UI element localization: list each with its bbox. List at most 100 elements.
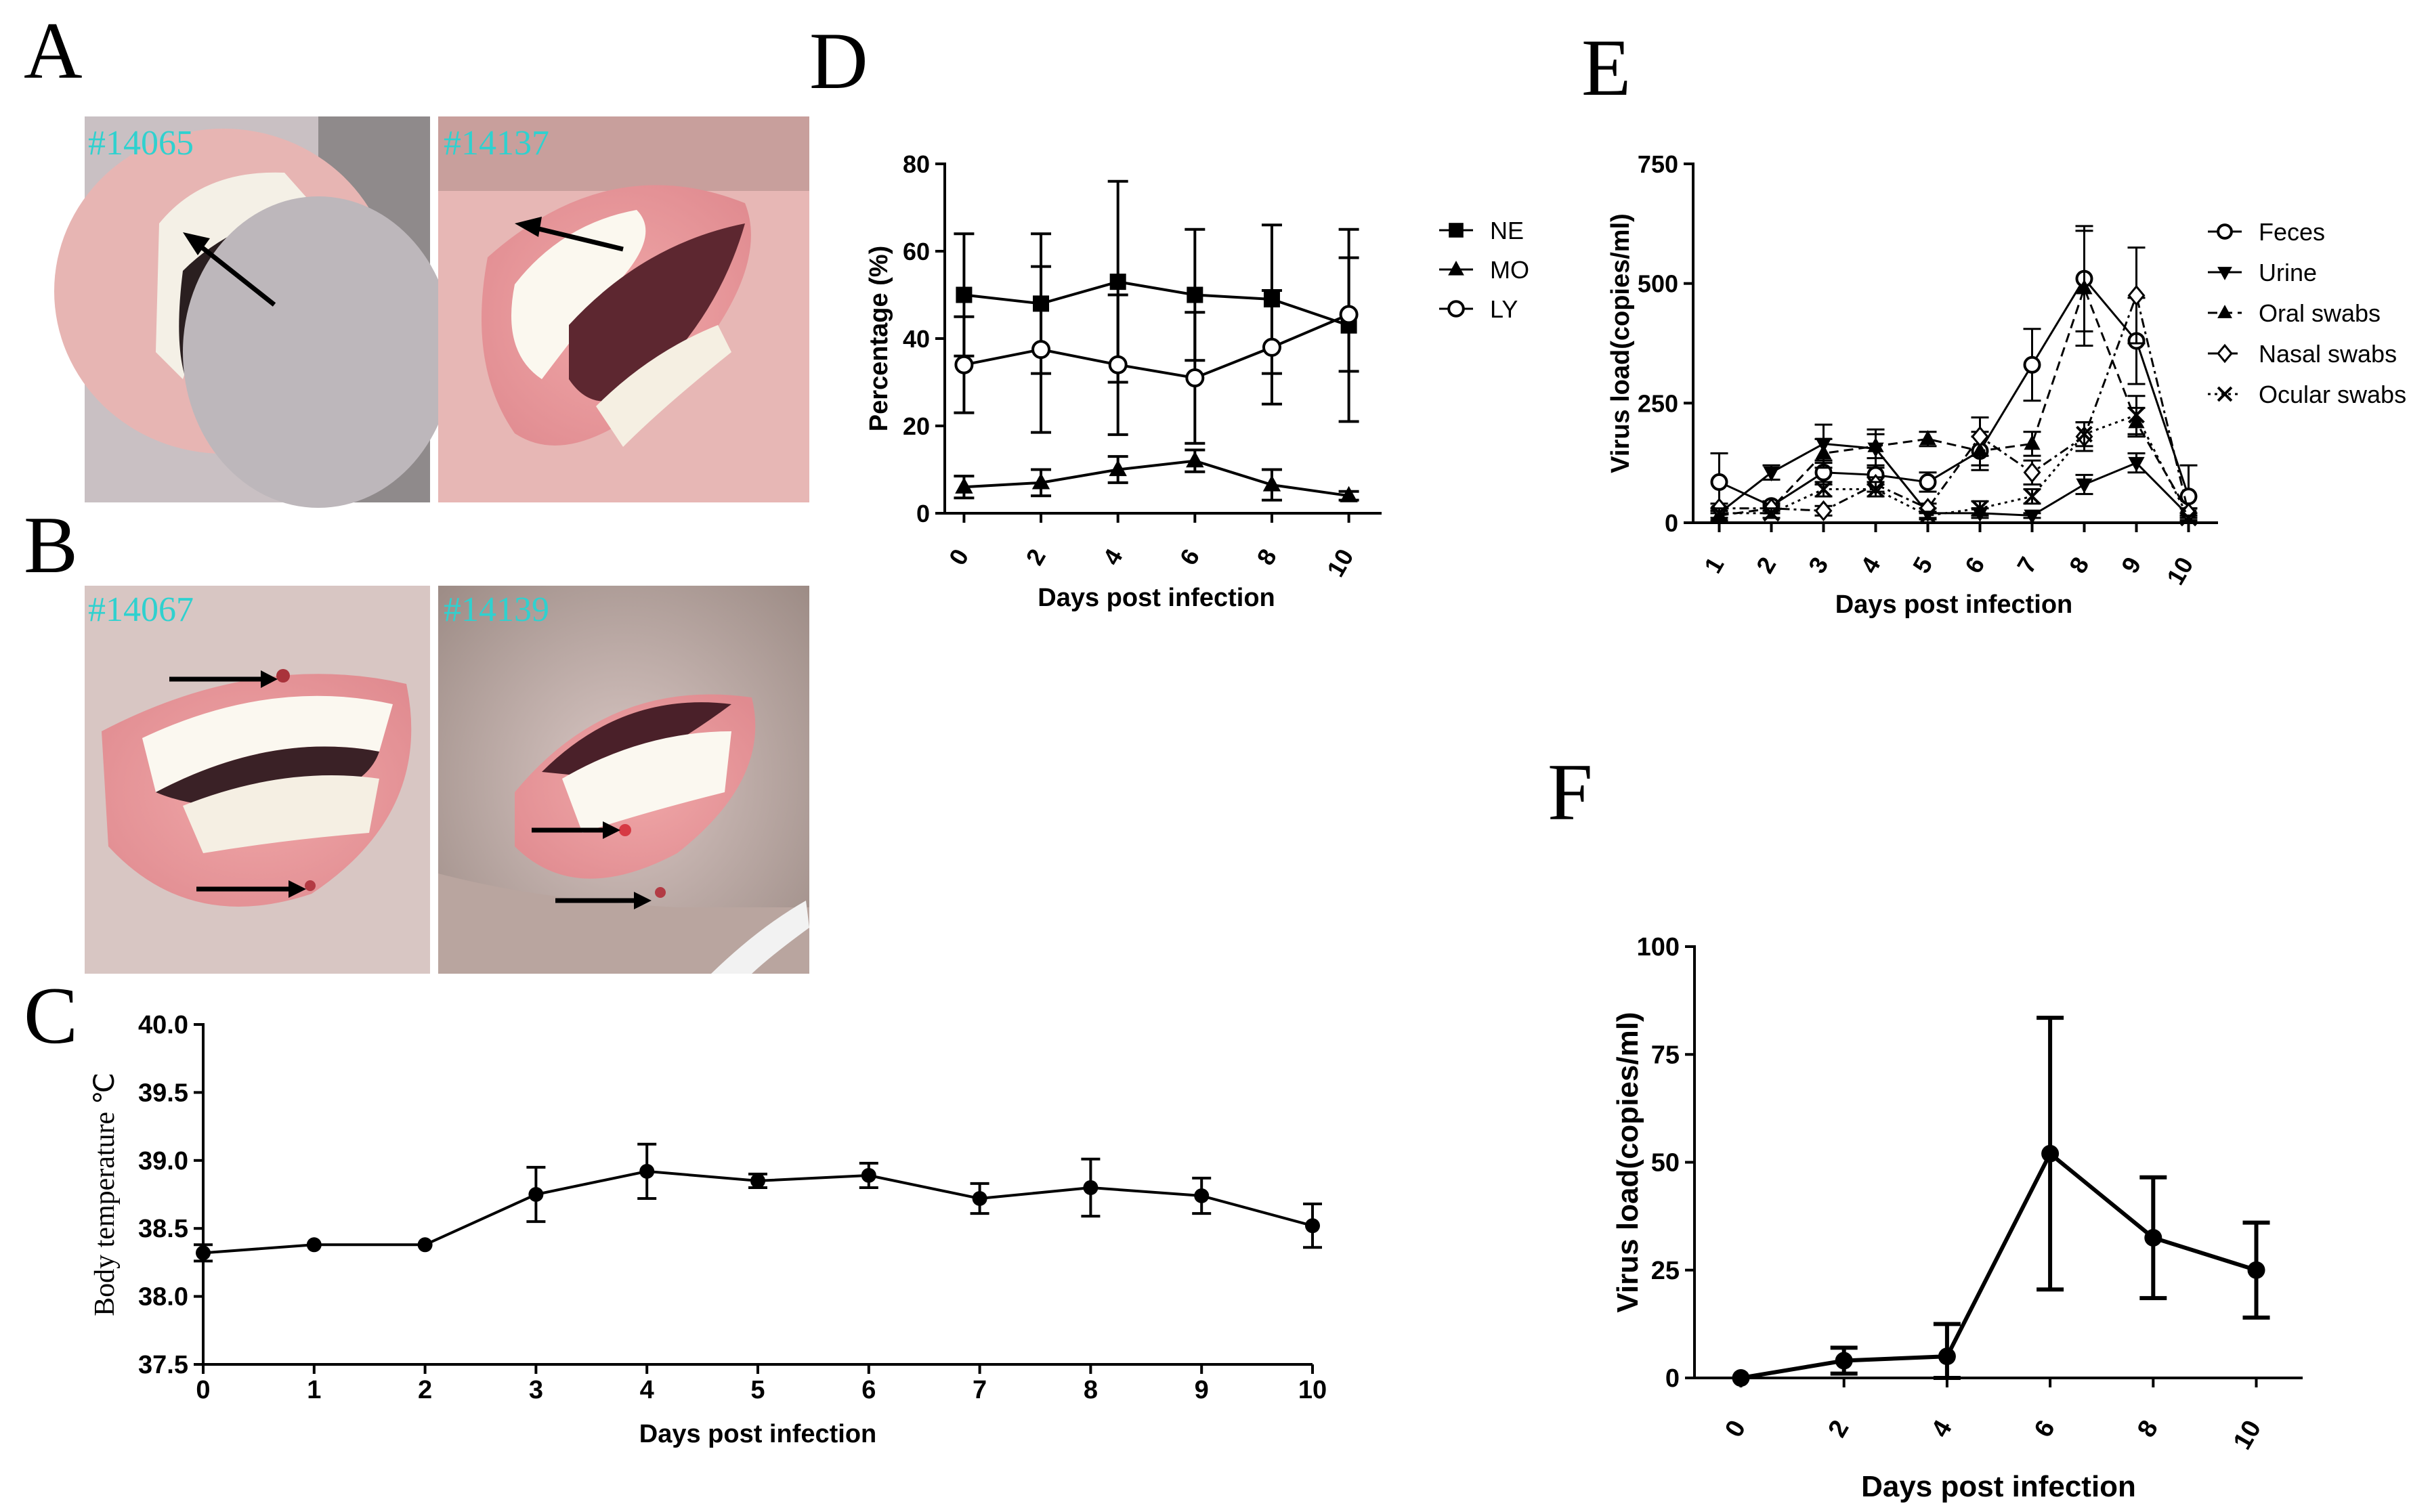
x-tick-label: 9 [2116, 553, 2147, 578]
data-point [1814, 500, 1833, 521]
series-ocular-swabs [1710, 395, 2198, 527]
series-line [1719, 292, 2190, 514]
data-point [1031, 340, 1051, 360]
data-point [1867, 437, 1884, 452]
data-point [2076, 478, 2093, 494]
y-axis-label: Body temperature ℃ [89, 1073, 121, 1316]
data-point [1919, 506, 1936, 524]
y-tick-label: 75 [1651, 1041, 1680, 1069]
photo-id-14065: #14065 [88, 124, 194, 163]
data-point [2247, 1261, 2265, 1279]
legend-entry: Urine [2208, 259, 2317, 286]
x-tick-label: 8 [1084, 1376, 1098, 1404]
data-point [1083, 1180, 1099, 1195]
legend-marker [1447, 300, 1465, 318]
x-tick-label: 4 [1097, 544, 1128, 570]
y-axis-label: Percentage (%) [865, 246, 893, 432]
series-ly [954, 256, 1359, 445]
x-tick-label: 6 [2029, 1416, 2061, 1442]
x-axis-label: Days post infection [1038, 584, 1275, 612]
y-tick-label: 38.5 [138, 1215, 188, 1243]
data-point [639, 1163, 655, 1179]
data-point [1938, 1347, 1956, 1366]
y-tick-label: 60 [903, 238, 930, 265]
series-ne [954, 179, 1359, 423]
x-axis-label: Days post infection [639, 1420, 877, 1448]
x-tick-label: 0 [1720, 1416, 1751, 1442]
series-oral-swabs [1710, 230, 2198, 522]
data-point [1732, 1369, 1750, 1387]
x-tick-label: 6 [1174, 544, 1206, 570]
data-point [1187, 286, 1203, 303]
photo-id-14137: #14137 [444, 124, 549, 163]
legend-label: Urine [2259, 259, 2317, 286]
chart-d-percentage: 0 20 40 60 80 0 2 4 6 8 10 Days post infection Perce… [865, 150, 1529, 612]
data-point [417, 1237, 433, 1253]
y-tick-label: 0 [916, 500, 930, 527]
photo-14065: #14065 [54, 116, 454, 508]
data-point [2144, 1228, 2162, 1247]
x-tick-label: 8 [2132, 1416, 2164, 1442]
series-line [964, 459, 1349, 498]
series-body-temperature [194, 1142, 1322, 1263]
data-point [1262, 337, 1281, 357]
legend-marker [2217, 386, 2233, 402]
y-tick-label: 50 [1651, 1149, 1680, 1178]
data-point [2023, 462, 2041, 483]
data-point [1815, 481, 1832, 498]
data-point [955, 477, 973, 494]
series-line [1718, 442, 2190, 517]
legend-entry: MO [1439, 256, 1529, 284]
data-point [1185, 368, 1205, 388]
data-point [1919, 430, 1936, 446]
series-line [964, 313, 1350, 380]
y-tick-label: 0 [1665, 1364, 1680, 1393]
data-point [306, 1237, 322, 1253]
x-tick-label: 2 [1823, 1416, 1855, 1442]
data-point [2041, 1144, 2060, 1163]
photo-id-14139: #14139 [444, 590, 549, 629]
panel-label-a: A [24, 5, 83, 95]
photo-14067: #14067 [85, 586, 430, 974]
data-point [196, 1245, 211, 1261]
legend-entry: NE [1439, 217, 1524, 244]
photo-14137: #14137 [438, 116, 809, 502]
panel-label-c: C [24, 970, 78, 1060]
data-point [2180, 509, 2197, 527]
y-tick-label: 0 [1665, 509, 1678, 537]
y-tick-label: 100 [1637, 933, 1680, 962]
x-tick-label: 1 [1699, 553, 1730, 578]
data-point [1109, 274, 1126, 290]
series-nasal-swabs [1710, 246, 2198, 524]
series-virus-load [1732, 1016, 2270, 1387]
data-point [528, 1187, 544, 1202]
x-tick-label: 10 [2228, 1416, 2267, 1455]
x-tick-label: 2 [418, 1376, 432, 1404]
data-point [1971, 426, 1989, 448]
chart-e-virus-load-samples: 0 250 500 750 1 2 3 4 5 6 7 8 9 10 Days post infection… [1606, 150, 2406, 619]
x-tick-label: 6 [1959, 553, 1990, 578]
data-point [1031, 473, 1050, 490]
legend-label: Feces [2259, 218, 2325, 246]
series-line [964, 280, 1350, 327]
data-point [956, 286, 973, 303]
series-feces [1710, 225, 2198, 524]
x-tick-label: 9 [1195, 1376, 1209, 1404]
legend-label: MO [1490, 256, 1529, 284]
data-point [954, 355, 974, 374]
data-point [2128, 456, 2145, 472]
y-tick-label: 40.0 [138, 1011, 188, 1039]
series-line [1719, 414, 2190, 519]
panel-label-e: E [1581, 22, 1631, 112]
data-point [1867, 481, 1884, 498]
y-tick-label: 40 [903, 325, 930, 353]
series-line [1719, 285, 2190, 517]
y-tick-label: 750 [1638, 150, 1678, 178]
data-point [972, 1191, 987, 1207]
y-tick-label: 38.0 [138, 1283, 188, 1312]
x-tick-label: 2 [1751, 553, 1782, 578]
x-tick-label: 0 [196, 1376, 210, 1404]
legend-entry: Nasal swabs [2208, 340, 2397, 368]
data-point [1971, 500, 1988, 517]
x-tick-label: 10 [2161, 553, 2199, 590]
